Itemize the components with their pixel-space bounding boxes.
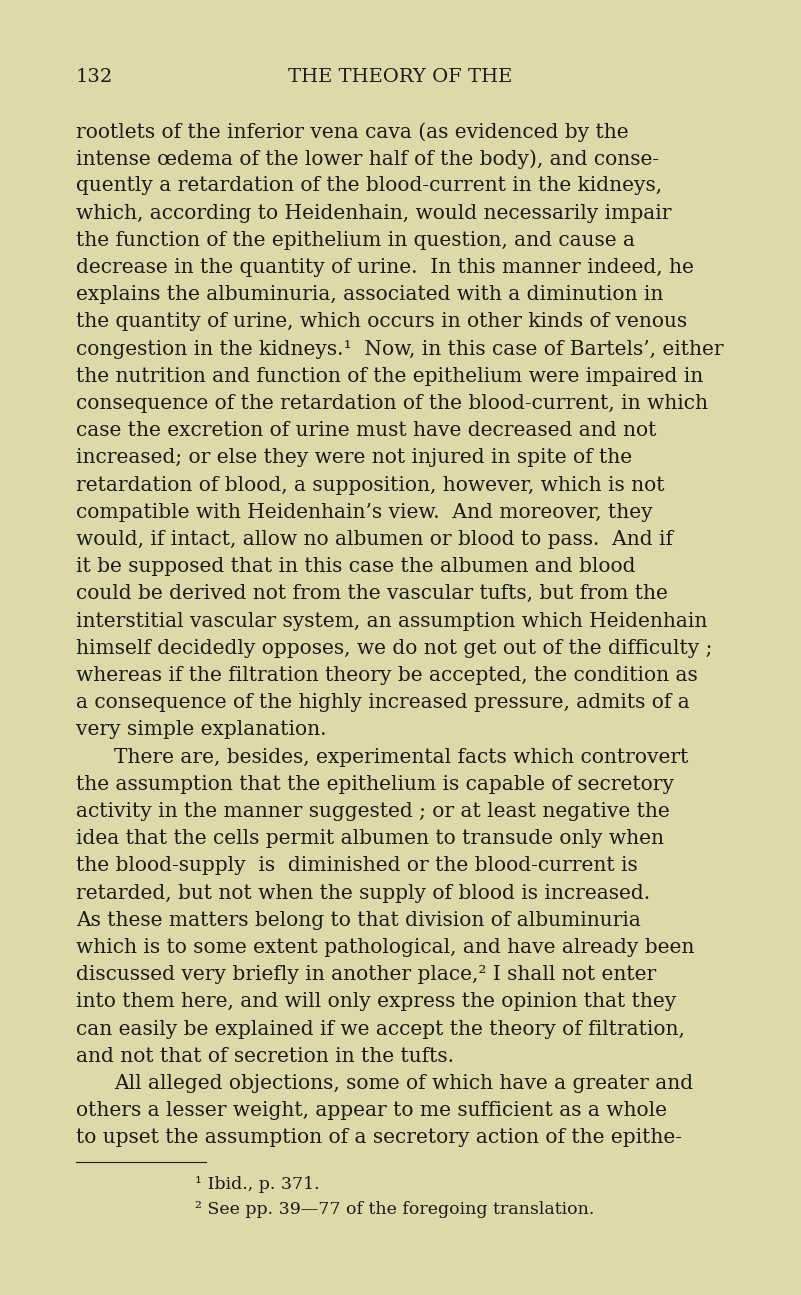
Text: quently a retardation of the blood-current in the kidneys,: quently a retardation of the blood-curre… (76, 176, 662, 196)
Text: very simple explanation.: very simple explanation. (76, 720, 327, 739)
Text: retarded, but not when the supply of blood is increased.: retarded, but not when the supply of blo… (76, 883, 650, 903)
Text: others a lesser weight, appear to me sufficient as a whole: others a lesser weight, appear to me suf… (76, 1101, 667, 1120)
Text: the assumption that the epithelium is capable of secretory: the assumption that the epithelium is ca… (76, 774, 674, 794)
Text: retardation of blood, a supposition, however, which is not: retardation of blood, a supposition, how… (76, 475, 665, 495)
Text: THE THEORY OF THE: THE THEORY OF THE (288, 69, 513, 85)
Text: which, according to Heidenhain, would necessarily impair: which, according to Heidenhain, would ne… (76, 203, 671, 223)
Text: it be supposed that in this case the albumen and blood: it be supposed that in this case the alb… (76, 557, 635, 576)
Text: himself decidedly opposes, we do not get out of the difficulty ;: himself decidedly opposes, we do not get… (76, 638, 712, 658)
Text: the blood-supply  is  diminished or the blood-current is: the blood-supply is diminished or the bl… (76, 856, 638, 875)
Text: compatible with Heidenhain’s view.  And moreover, they: compatible with Heidenhain’s view. And m… (76, 502, 653, 522)
Text: interstitial vascular system, an assumption which Heidenhain: interstitial vascular system, an assumpt… (76, 611, 707, 631)
Text: ¹ Ibid., p. 371.: ¹ Ibid., p. 371. (195, 1176, 320, 1193)
Text: whereas if the filtration theory be accepted, the condition as: whereas if the filtration theory be acce… (76, 666, 698, 685)
Text: and not that of secretion in the tufts.: and not that of secretion in the tufts. (76, 1046, 454, 1066)
Text: could be derived not from the vascular tufts, but from the: could be derived not from the vascular t… (76, 584, 668, 603)
Text: congestion in the kidneys.¹  Now, in this case of Bartels’, either: congestion in the kidneys.¹ Now, in this… (76, 339, 723, 359)
Text: As these matters belong to that division of albuminuria: As these matters belong to that division… (76, 910, 641, 930)
Text: 132: 132 (76, 69, 113, 85)
Text: into them here, and will only express the opinion that they: into them here, and will only express th… (76, 992, 676, 1011)
Text: case the excretion of urine must have decreased and not: case the excretion of urine must have de… (76, 421, 656, 440)
Text: increased; or else they were not injured in spite of the: increased; or else they were not injured… (76, 448, 632, 467)
Text: explains the albuminuria, associated with a diminution in: explains the albuminuria, associated wit… (76, 285, 663, 304)
Text: a consequence of the highly increased pressure, admits of a: a consequence of the highly increased pr… (76, 693, 690, 712)
Text: which is to some extent pathological, and have already been: which is to some extent pathological, an… (76, 938, 694, 957)
Text: discussed very briefly in another place,² I shall not enter: discussed very briefly in another place,… (76, 965, 656, 984)
Text: consequence of the retardation of the blood-current, in which: consequence of the retardation of the bl… (76, 394, 708, 413)
Text: would, if intact, allow no albumen or blood to pass.  And if: would, if intact, allow no albumen or bl… (76, 530, 673, 549)
Text: rootlets of the inferior vena cava (as evidenced by the: rootlets of the inferior vena cava (as e… (76, 122, 629, 141)
Text: decrease in the quantity of urine.  In this manner indeed, he: decrease in the quantity of urine. In th… (76, 258, 694, 277)
Text: to upset the assumption of a secretory action of the epithe-: to upset the assumption of a secretory a… (76, 1128, 682, 1147)
Text: There are, besides, experimental facts which controvert: There are, besides, experimental facts w… (114, 747, 688, 767)
Text: can easily be explained if we accept the theory of filtration,: can easily be explained if we accept the… (76, 1019, 685, 1039)
Text: the nutrition and function of the epithelium were impaired in: the nutrition and function of the epithe… (76, 366, 703, 386)
Text: the function of the epithelium in question, and cause a: the function of the epithelium in questi… (76, 231, 635, 250)
Text: idea that the cells permit albumen to transude only when: idea that the cells permit albumen to tr… (76, 829, 664, 848)
Text: All alleged objections, some of which have a greater and: All alleged objections, some of which ha… (114, 1074, 693, 1093)
Text: ² See pp. 39—77 of the foregoing translation.: ² See pp. 39—77 of the foregoing transla… (195, 1200, 594, 1217)
Text: the quantity of urine, which occurs in other kinds of venous: the quantity of urine, which occurs in o… (76, 312, 687, 332)
Text: intense œdema of the lower half of the body), and conse-: intense œdema of the lower half of the b… (76, 149, 659, 168)
Text: activity in the manner suggested ; or at least negative the: activity in the manner suggested ; or at… (76, 802, 670, 821)
